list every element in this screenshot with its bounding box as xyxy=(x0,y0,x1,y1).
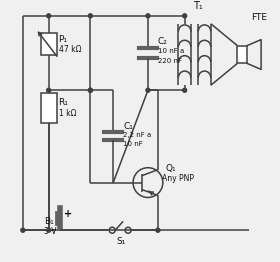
Text: C₁: C₁ xyxy=(123,122,133,131)
Text: 2,2 nF a: 2,2 nF a xyxy=(123,132,151,138)
Text: R₁: R₁ xyxy=(59,98,69,107)
Text: 10 nF a: 10 nF a xyxy=(158,48,184,54)
Circle shape xyxy=(183,14,187,18)
Circle shape xyxy=(88,14,92,18)
Bar xyxy=(237,46,247,63)
Text: FTE: FTE xyxy=(251,13,267,22)
Text: P₁: P₁ xyxy=(59,35,67,44)
Text: B₁: B₁ xyxy=(44,217,53,226)
Text: S₁: S₁ xyxy=(116,237,125,246)
Circle shape xyxy=(21,228,25,232)
Circle shape xyxy=(183,88,187,92)
Text: Any PNP: Any PNP xyxy=(162,174,194,183)
Circle shape xyxy=(156,228,160,232)
Circle shape xyxy=(47,228,51,232)
Circle shape xyxy=(47,88,51,92)
Bar xyxy=(41,33,57,54)
Circle shape xyxy=(146,14,150,18)
Circle shape xyxy=(146,88,150,92)
Text: 1 kΩ: 1 kΩ xyxy=(59,109,76,118)
Text: 220 nF: 220 nF xyxy=(158,58,182,64)
Bar xyxy=(41,93,57,123)
Text: 10 nF: 10 nF xyxy=(123,141,143,147)
Text: C₂: C₂ xyxy=(158,37,168,46)
Text: 47 kΩ: 47 kΩ xyxy=(59,45,81,54)
Circle shape xyxy=(88,88,92,92)
Circle shape xyxy=(88,88,92,92)
Text: 3 V: 3 V xyxy=(44,227,56,236)
Circle shape xyxy=(47,14,51,18)
Text: Q₁: Q₁ xyxy=(166,164,176,173)
Text: +: + xyxy=(64,209,72,219)
Text: T₁: T₁ xyxy=(193,1,202,11)
